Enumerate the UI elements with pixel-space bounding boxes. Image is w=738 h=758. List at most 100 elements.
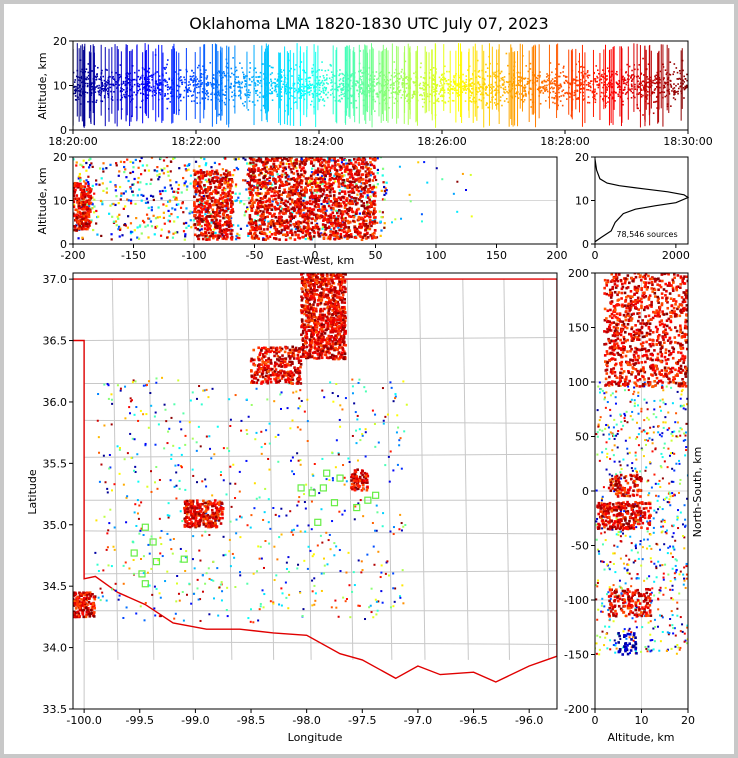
altitude-time-point [357, 81, 360, 84]
altitude-time-point [515, 92, 517, 95]
ew-cluster-point [215, 200, 218, 204]
altitude-time-point [77, 90, 80, 92]
altitude-time-point [257, 84, 259, 86]
ew-point [259, 187, 262, 190]
ew-point [184, 180, 187, 183]
altitude-time-point [588, 85, 590, 87]
altitude-time-point [331, 85, 334, 88]
altitude-time-point [683, 75, 685, 78]
ew-cluster-point [345, 233, 348, 237]
ew-cluster-point [248, 214, 252, 217]
ew-cluster-point [229, 232, 232, 236]
altitude-time-point [600, 91, 603, 94]
ew-point [151, 195, 155, 198]
altitude-time-point [478, 88, 481, 90]
altitude-time-point [167, 92, 169, 95]
ew-point [215, 209, 219, 213]
altitude-time-point [318, 89, 321, 92]
altitude-time-point [670, 86, 673, 88]
altitude-time-point [239, 87, 242, 89]
altitude-time-point [544, 90, 546, 92]
altitude-time-point [652, 112, 655, 115]
altitude-time-point [91, 70, 94, 72]
ew-point [344, 159, 348, 162]
ew-cluster-point [193, 213, 196, 217]
altitude-time-point [511, 84, 514, 87]
altitude-time-point [333, 96, 335, 99]
ew-cluster-point [199, 206, 203, 210]
ew-cluster-point [269, 167, 273, 171]
ew-cluster-point [278, 165, 282, 168]
ew-point [234, 192, 237, 195]
altitude-time-point [169, 92, 172, 95]
ew-cluster-point [268, 176, 272, 180]
ew-cluster-point [211, 208, 215, 212]
altitude-time-point [195, 80, 197, 83]
ew-cluster-point [196, 182, 200, 185]
altitude-time-point [323, 100, 326, 102]
altitude-time-point [249, 67, 252, 69]
ew-point [167, 209, 170, 213]
altitude-time-point [197, 82, 199, 85]
altitude-time-point [319, 98, 321, 101]
altitude-time-point [256, 94, 259, 96]
ew-point [302, 212, 305, 215]
ew-cluster-point [193, 201, 196, 204]
altitude-time-point [501, 83, 504, 86]
ew-cluster-point [205, 238, 208, 242]
altitude-time-point [129, 72, 132, 75]
altitude-time-point [94, 91, 97, 93]
ew-point [168, 214, 171, 218]
ew-point [150, 157, 154, 159]
altitude-time-point [489, 86, 492, 89]
altitude-time-point [282, 83, 285, 86]
ew-cluster-point [293, 215, 297, 218]
altitude-time-point [500, 70, 503, 73]
altitude-time-point [192, 79, 195, 82]
altitude-time-point [544, 89, 547, 92]
altitude-time-point [189, 90, 192, 93]
altitude-time-point [453, 82, 456, 84]
altitude-time-point [456, 83, 459, 85]
altitude-time-point [625, 83, 628, 86]
altitude-time-point [367, 84, 369, 86]
altitude-time-point [85, 78, 87, 80]
ew-cluster-point [249, 179, 253, 182]
ew-point [176, 216, 179, 219]
altitude-time-point [587, 83, 590, 86]
ew-cluster-point [80, 191, 84, 195]
altitude-time-point [663, 91, 666, 94]
altitude-time-point [98, 78, 100, 80]
ew-point [369, 168, 373, 171]
ew-point [218, 163, 221, 166]
ew-point [185, 226, 188, 229]
altitude-time-point [87, 63, 90, 65]
altitude-time-point [225, 97, 227, 100]
altitude-time-point [429, 69, 432, 71]
altitude-time-point [138, 69, 140, 72]
altitude-time-point [500, 86, 502, 89]
altitude-time-point [230, 87, 232, 89]
altitude-time-point [665, 82, 668, 84]
ew-cluster-point [73, 200, 76, 204]
ew-cluster-point [216, 199, 219, 202]
ew-point [333, 177, 336, 181]
altitude-time-point [563, 82, 566, 85]
altitude-time-point [312, 94, 315, 97]
ew-cluster-point [278, 225, 282, 228]
altitude-time-point [400, 71, 403, 73]
altitude-time-point [277, 85, 279, 88]
ew-point [214, 231, 217, 235]
altitude-time-point [407, 76, 410, 79]
altitude-time-point [675, 84, 677, 87]
ew-cluster-point [206, 226, 210, 230]
altitude-time-point [426, 84, 429, 86]
altitude-time-point [432, 74, 435, 77]
altitude-time-point [354, 83, 357, 85]
ew-point [169, 179, 172, 182]
altitude-time-point [609, 81, 612, 84]
altitude-time-point [255, 76, 257, 78]
altitude-time-point [447, 100, 450, 103]
altitude-time-point [338, 86, 340, 88]
altitude-time-point [669, 61, 672, 63]
